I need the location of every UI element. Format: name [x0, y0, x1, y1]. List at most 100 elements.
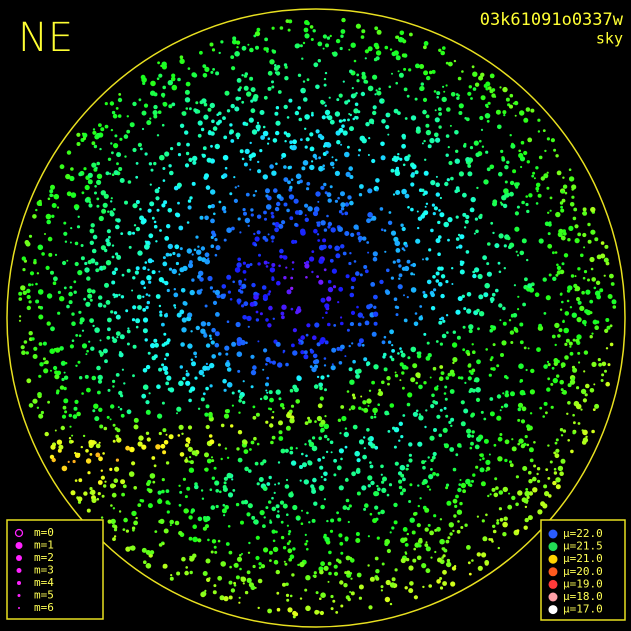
star: [545, 468, 549, 471]
star: [54, 429, 57, 432]
star: [47, 197, 51, 201]
star: [327, 286, 334, 293]
star: [309, 132, 314, 137]
star: [84, 184, 90, 191]
star: [435, 238, 441, 244]
star: [23, 340, 28, 344]
star: [389, 602, 393, 606]
star: [399, 379, 402, 382]
star: [361, 343, 365, 347]
star: [496, 415, 502, 421]
star: [344, 231, 350, 236]
star: [325, 450, 329, 454]
star: [271, 276, 275, 280]
star: [317, 239, 321, 242]
star: [455, 494, 459, 499]
star: [105, 238, 110, 243]
star: [168, 267, 173, 271]
star: [110, 310, 114, 314]
star: [430, 180, 436, 186]
star: [527, 283, 533, 289]
star: [447, 536, 451, 540]
star: [239, 554, 242, 557]
star: [404, 543, 409, 547]
star: [435, 182, 441, 187]
star: [525, 202, 529, 207]
star: [194, 376, 198, 380]
star: [523, 346, 527, 350]
star: [323, 533, 327, 538]
star: [330, 227, 336, 233]
star: [577, 351, 581, 355]
star: [387, 220, 393, 225]
star: [499, 433, 503, 436]
star: [312, 153, 317, 159]
star: [569, 351, 574, 356]
star: [317, 41, 323, 47]
star: [480, 128, 484, 131]
star: [426, 341, 430, 345]
star: [406, 259, 411, 264]
star: [503, 188, 509, 194]
star: [341, 124, 345, 128]
star: [388, 211, 392, 214]
star: [237, 217, 241, 221]
star: [550, 138, 556, 143]
star: [291, 239, 296, 244]
star: [190, 508, 196, 513]
star: [136, 294, 142, 300]
star: [553, 471, 558, 475]
star: [582, 232, 587, 238]
star: [411, 172, 415, 176]
star: [273, 559, 279, 565]
star: [357, 312, 363, 318]
star: [363, 447, 366, 450]
star: [239, 567, 242, 571]
star: [451, 267, 454, 270]
star: [254, 31, 261, 37]
star: [522, 466, 528, 471]
star: [521, 238, 527, 244]
star: [569, 379, 576, 385]
star: [271, 496, 274, 500]
star: [112, 379, 116, 383]
star: [250, 208, 254, 212]
star: [231, 66, 236, 71]
star: [217, 575, 223, 581]
star: [245, 192, 250, 197]
star: [356, 368, 362, 374]
star: [62, 405, 67, 410]
star: [238, 279, 243, 284]
star: [484, 282, 491, 289]
star: [551, 366, 555, 370]
star: [70, 192, 77, 198]
star: [117, 406, 120, 409]
star: [430, 228, 434, 233]
star: [189, 460, 194, 465]
star: [497, 124, 502, 130]
star: [436, 414, 441, 419]
star: [345, 477, 348, 480]
star: [529, 458, 534, 463]
star: [323, 471, 328, 477]
star: [294, 222, 298, 227]
star: [110, 504, 113, 507]
star: [252, 365, 257, 370]
star: [33, 260, 37, 265]
star: [242, 261, 246, 265]
star: [286, 542, 290, 546]
star: [385, 124, 390, 130]
star: [120, 295, 125, 299]
star: [181, 317, 187, 323]
star: [573, 421, 576, 425]
star: [291, 573, 295, 577]
star: [265, 356, 271, 363]
star: [322, 456, 325, 459]
star: [148, 162, 153, 166]
star: [160, 443, 166, 449]
star: [576, 386, 580, 390]
star: [266, 50, 269, 53]
star: [344, 538, 349, 542]
star: [89, 491, 93, 495]
star: [472, 473, 476, 477]
